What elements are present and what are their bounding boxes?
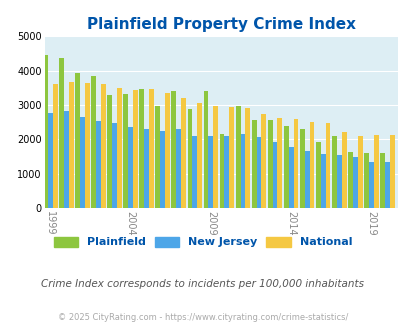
Bar: [80, 117, 85, 208]
Bar: [267, 120, 272, 208]
Bar: [315, 142, 320, 208]
Bar: [59, 57, 64, 208]
Bar: [363, 153, 368, 208]
Bar: [299, 129, 304, 208]
Bar: [144, 129, 149, 208]
Bar: [149, 89, 153, 208]
Bar: [283, 125, 288, 208]
Bar: [352, 157, 357, 208]
Bar: [192, 136, 197, 208]
Bar: [235, 106, 240, 208]
Bar: [293, 119, 298, 208]
Bar: [203, 90, 208, 208]
Bar: [256, 137, 261, 208]
Bar: [373, 135, 378, 208]
Bar: [85, 82, 90, 208]
Bar: [48, 113, 53, 208]
Bar: [133, 90, 137, 208]
Bar: [288, 148, 293, 208]
Bar: [336, 155, 341, 208]
Bar: [208, 136, 213, 208]
Bar: [213, 106, 217, 208]
Bar: [224, 136, 229, 208]
Bar: [331, 136, 336, 208]
Bar: [53, 84, 58, 208]
Bar: [245, 108, 249, 208]
Bar: [139, 89, 144, 208]
Bar: [91, 76, 96, 208]
Bar: [128, 127, 132, 208]
Bar: [229, 107, 234, 208]
Bar: [64, 111, 68, 208]
Bar: [160, 131, 165, 208]
Bar: [176, 129, 181, 208]
Bar: [325, 123, 330, 208]
Bar: [347, 152, 352, 208]
Bar: [123, 94, 128, 208]
Bar: [304, 151, 309, 208]
Bar: [219, 134, 224, 208]
Bar: [384, 162, 389, 208]
Bar: [341, 132, 345, 208]
Bar: [240, 134, 245, 208]
Bar: [368, 162, 373, 208]
Bar: [379, 153, 384, 208]
Bar: [43, 55, 48, 208]
Bar: [277, 118, 281, 208]
Bar: [357, 136, 362, 208]
Text: Crime Index corresponds to incidents per 100,000 inhabitants: Crime Index corresponds to incidents per…: [41, 279, 364, 289]
Bar: [181, 98, 185, 208]
Bar: [171, 91, 176, 208]
Bar: [68, 82, 73, 208]
Bar: [96, 121, 100, 208]
Bar: [155, 106, 160, 208]
Bar: [251, 120, 256, 208]
Bar: [117, 88, 121, 208]
Bar: [107, 95, 112, 208]
Bar: [112, 123, 117, 208]
Bar: [261, 114, 266, 208]
Bar: [165, 93, 169, 208]
Bar: [100, 84, 105, 208]
Bar: [272, 142, 277, 208]
Title: Plainfield Property Crime Index: Plainfield Property Crime Index: [87, 17, 355, 32]
Text: © 2025 CityRating.com - https://www.cityrating.com/crime-statistics/: © 2025 CityRating.com - https://www.city…: [58, 313, 347, 322]
Bar: [389, 135, 394, 208]
Bar: [187, 110, 192, 208]
Legend: Plainfield, New Jersey, National: Plainfield, New Jersey, National: [49, 232, 356, 252]
Bar: [75, 73, 80, 208]
Bar: [197, 103, 202, 208]
Bar: [320, 154, 325, 208]
Bar: [309, 122, 313, 208]
